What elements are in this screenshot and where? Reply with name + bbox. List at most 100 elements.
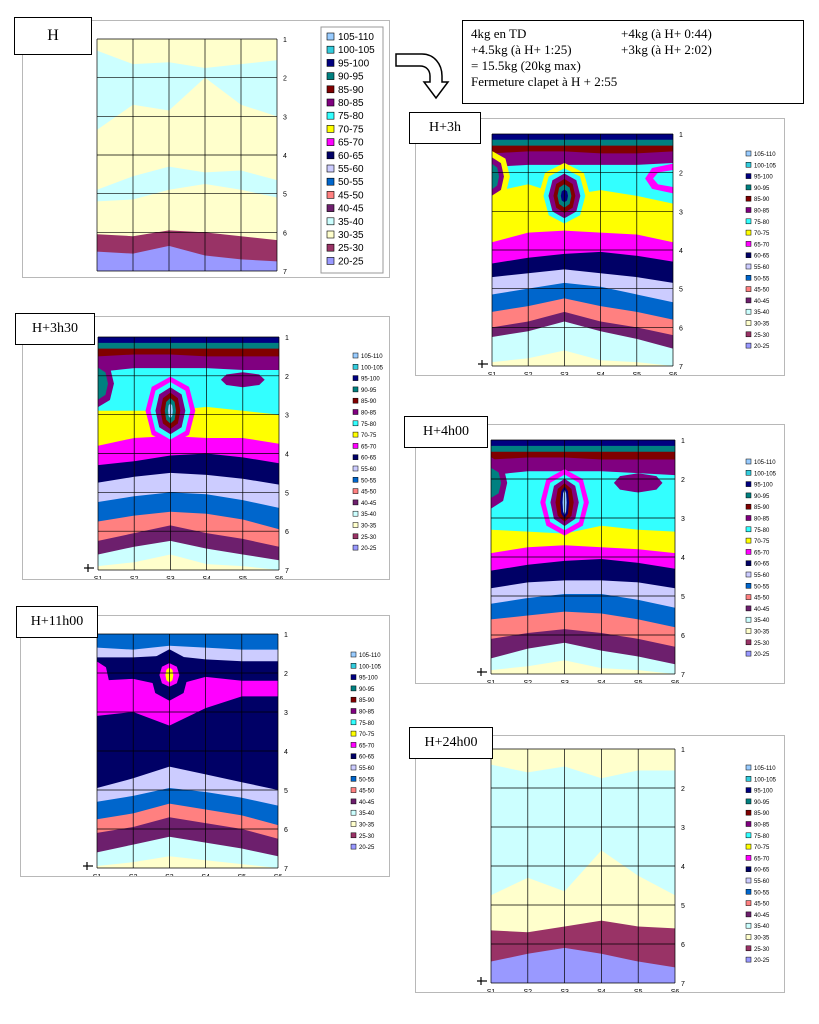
legend-swatch — [745, 184, 752, 191]
legend-label: 100-105 — [754, 777, 777, 783]
legend-swatch — [745, 342, 752, 349]
chart-panel-h-24h00: S1 S2 S3 S4 S5 S6 1 2 3 4 5 6 7 105-110 100-105 95-100 9… — [415, 735, 785, 996]
legend-swatch — [350, 742, 357, 748]
legend-label: 60-65 — [754, 868, 770, 874]
band-30-35 — [98, 554, 279, 570]
legend-swatch — [352, 477, 359, 483]
y-tick-label: 6 — [679, 325, 683, 332]
legend-label: 50-55 — [361, 478, 377, 484]
y-tick-label: 3 — [283, 114, 287, 121]
legend-label: 65-70 — [754, 550, 770, 556]
legend-label: 105-110 — [754, 766, 776, 772]
legend-label: 50-55 — [359, 777, 375, 783]
legend-label: 40-45 — [361, 501, 377, 507]
legend-label: 95-100 — [754, 175, 773, 181]
legend-label: 25-30 — [754, 947, 770, 953]
y-tick-label: 4 — [681, 555, 685, 562]
legend-swatch — [326, 230, 335, 239]
chart-panel-h-11h00: S1 S2 S3 S4 S5 S6 1 2 3 4 5 6 7 105-110 100-105 95-100 9… — [20, 615, 390, 881]
legend-swatch — [350, 719, 357, 726]
legend-swatch — [745, 515, 752, 521]
legend-swatch — [352, 364, 359, 370]
legend-swatch — [352, 431, 359, 438]
legend-label: 30-35 — [361, 524, 377, 530]
legend-label: 30-35 — [338, 230, 364, 241]
legend-swatch — [326, 164, 335, 173]
legend-label: 45-50 — [359, 789, 375, 795]
legend-swatch — [745, 286, 752, 292]
x-tick-label: S1 — [94, 576, 103, 579]
legend-label: 80-85 — [338, 98, 364, 109]
legend-swatch — [745, 526, 752, 533]
legend-swatch — [352, 352, 359, 359]
legend-swatch — [352, 409, 359, 415]
legend-swatch — [745, 628, 752, 634]
legend-label: 75-80 — [754, 834, 770, 840]
legend-swatch — [352, 375, 359, 381]
legend-label: 70-75 — [359, 732, 375, 738]
y-tick-label: 7 — [285, 568, 289, 575]
y-tick-label: 5 — [283, 192, 287, 199]
legend-swatch — [352, 386, 359, 393]
legend-swatch — [350, 730, 357, 737]
legend-swatch — [745, 605, 752, 612]
legend-label: 55-60 — [361, 467, 377, 473]
y-tick-label: 6 — [681, 633, 685, 640]
legend-swatch — [745, 252, 752, 258]
y-tick-label: 1 — [681, 747, 685, 754]
x-tick-label: S6 — [669, 372, 678, 375]
legend-label: 45-50 — [754, 902, 770, 908]
y-tick-label: 3 — [681, 825, 685, 832]
legend-label: 55-60 — [754, 265, 770, 271]
x-tick-label: S3 — [166, 576, 175, 579]
contour-chart-h-11h00: S1 S2 S3 S4 S5 S6 1 2 3 4 5 6 7 105-110 100-105 95-100 9… — [83, 632, 382, 881]
legend-label: 35-40 — [359, 811, 375, 817]
legend-label: 35-40 — [338, 217, 364, 228]
legend-label: 60-65 — [359, 755, 375, 761]
legend-label: 40-45 — [754, 299, 770, 305]
legend-label: 20-25 — [754, 344, 770, 350]
x-tick-label: S5 — [634, 989, 643, 992]
legend-label: 35-40 — [754, 924, 770, 930]
legend-label: 105-110 — [361, 354, 383, 360]
x-tick-label: S4 — [596, 372, 605, 375]
y-tick-label: 3 — [284, 710, 288, 717]
legend-swatch — [352, 465, 359, 472]
legend-swatch — [350, 753, 357, 759]
legend-swatch — [745, 900, 752, 906]
legend-label: 75-80 — [359, 721, 375, 727]
legend-swatch — [745, 956, 752, 963]
legend-label: 20-25 — [361, 546, 377, 552]
legend-label: 30-35 — [754, 322, 770, 328]
note-line1-right: +4kg (à H+ 0:44) — [621, 26, 712, 41]
legend-label: 70-75 — [754, 845, 770, 851]
legend-label: 70-75 — [361, 433, 377, 439]
x-tick-label: S5 — [238, 874, 247, 876]
y-tick-label: 2 — [285, 374, 289, 381]
legend-swatch — [745, 263, 752, 270]
plot-area — [97, 39, 277, 271]
x-tick-label: S4 — [201, 874, 210, 876]
y-tick-label: 1 — [679, 132, 683, 139]
legend-swatch — [326, 191, 335, 199]
legend-swatch — [350, 663, 357, 669]
legend-swatch — [745, 207, 752, 213]
legend-swatch — [350, 787, 357, 793]
y-tick-label: 7 — [283, 269, 287, 276]
legend-swatch — [745, 308, 752, 315]
legend-label: 80-85 — [359, 710, 375, 716]
legend-swatch — [745, 275, 752, 281]
legend-swatch — [745, 583, 752, 589]
legend-label: 65-70 — [359, 743, 375, 749]
legend-swatch — [745, 560, 752, 566]
legend-label: 80-85 — [754, 517, 770, 523]
x-tick-label: S2 — [129, 874, 138, 876]
legend-swatch — [745, 173, 752, 179]
y-tick-label: 2 — [681, 477, 685, 484]
legend-label: 90-95 — [754, 186, 770, 192]
legend-label: 95-100 — [338, 58, 370, 69]
x-tick-label: S2 — [130, 576, 139, 579]
legend-swatch — [350, 843, 357, 850]
legend-label: 105-110 — [754, 152, 776, 158]
legend-label: 40-45 — [754, 913, 770, 919]
